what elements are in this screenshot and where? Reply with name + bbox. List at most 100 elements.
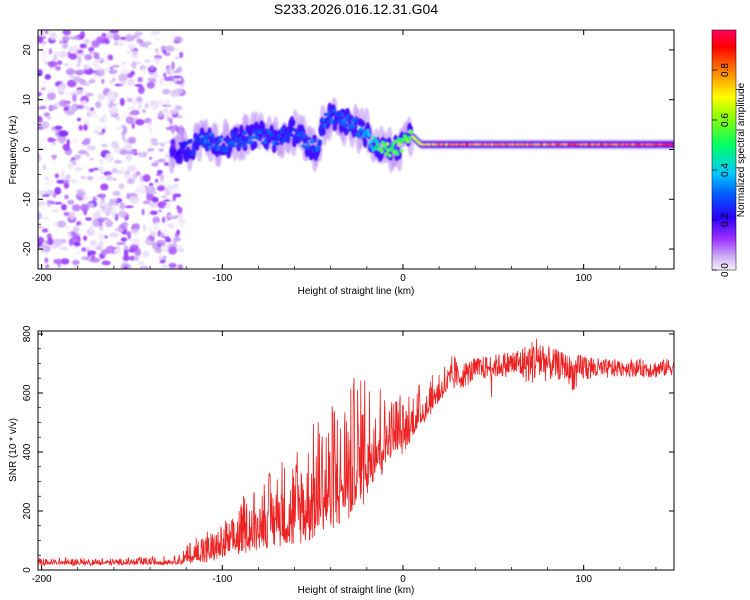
- noise-blob: [175, 245, 184, 253]
- noise-blob: [91, 39, 101, 48]
- ridge-band: [199, 127, 205, 136]
- ridge-core: [206, 140, 211, 145]
- noise-blob: [71, 103, 79, 112]
- noise-blob: [38, 37, 44, 44]
- noise-blob: [85, 217, 93, 221]
- y-tick-label: 10: [22, 94, 33, 106]
- noise-blob: [47, 237, 54, 246]
- noise-blob: [51, 209, 61, 213]
- noise-blob: [45, 190, 55, 196]
- ridge-core: [255, 136, 260, 140]
- noise-blob: [162, 216, 166, 224]
- y-tick-label: -10: [22, 192, 33, 207]
- ridge-core: [345, 118, 350, 122]
- noise-blob: [155, 47, 159, 54]
- noise-blob: [52, 221, 58, 227]
- noise-blob: [168, 246, 177, 255]
- noise-blob: [82, 197, 88, 201]
- ridge-core: [278, 137, 282, 142]
- noise-blob: [173, 40, 181, 44]
- ridge-band: [271, 143, 277, 154]
- noise-blob: [78, 149, 88, 155]
- noise-blob: [144, 103, 149, 109]
- noise-blob: [173, 178, 180, 182]
- noise-blob: [123, 266, 129, 269]
- noise-blob: [177, 219, 187, 224]
- noise-blob: [38, 262, 42, 267]
- noise-blob: [88, 225, 94, 234]
- noise-blob: [80, 203, 90, 212]
- ridge-core: [671, 143, 674, 146]
- noise-blob: [49, 105, 58, 111]
- noise-blob: [132, 172, 138, 179]
- noise-blob: [109, 232, 119, 238]
- noise-blob: [157, 255, 165, 261]
- noise-blob: [72, 161, 77, 165]
- noise-blob: [52, 50, 62, 55]
- snr-y-axis: 0 200 400 600 800: [22, 325, 674, 573]
- noise-blob: [56, 60, 63, 66]
- x-tick-label: 100: [575, 273, 592, 284]
- colorbar-tick-label: 0.4: [720, 163, 731, 177]
- noise-blob: [83, 65, 90, 70]
- noise-blob: [38, 143, 42, 146]
- noise-blob: [43, 112, 50, 117]
- noise-blob: [122, 113, 127, 118]
- noise-blob: [137, 151, 142, 158]
- noise-blob: [58, 99, 68, 107]
- noise-blob: [131, 122, 135, 129]
- noise-blob: [99, 158, 103, 165]
- noise-blob: [41, 194, 50, 197]
- noise-blob: [60, 258, 70, 265]
- noise-blob: [151, 230, 157, 237]
- noise-blob: [56, 220, 67, 228]
- noise-blob: [103, 112, 107, 121]
- noise-blob: [87, 202, 95, 208]
- ridge-core: [201, 142, 205, 146]
- noise-blob: [173, 89, 184, 94]
- noise-blob: [156, 173, 161, 177]
- noise-blob: [42, 164, 46, 171]
- colorbar-tick-label: 0.8: [720, 63, 731, 77]
- noise-blob: [99, 175, 106, 180]
- noise-blob: [141, 208, 145, 216]
- noise-blob: [157, 185, 166, 192]
- noise-blob: [108, 69, 118, 75]
- noise-blob: [55, 66, 61, 71]
- noise-blob: [130, 195, 140, 204]
- ridge-core: [381, 140, 385, 145]
- noise-blob: [157, 230, 162, 237]
- snr-x-label: Height of straight line (km): [298, 585, 415, 596]
- ridge-band: [264, 142, 270, 150]
- ridge-core: [243, 131, 248, 135]
- noise-blob: [163, 50, 167, 54]
- noise-blob: [122, 61, 125, 66]
- ridge-core: [344, 124, 349, 128]
- noise-blob: [125, 154, 133, 162]
- colorbar: 0.0 0.2 0.4 0.6 0.8 Normalized spectral ampl…: [711, 29, 747, 277]
- noise-blob: [149, 65, 155, 70]
- noise-blob: [149, 156, 153, 160]
- noise-blob: [130, 62, 137, 69]
- noise-blob: [53, 258, 63, 265]
- noise-blob: [163, 162, 170, 166]
- noise-blob: [111, 262, 118, 269]
- noise-blob: [131, 50, 139, 59]
- noise-blob: [149, 201, 158, 209]
- ridge-core: [326, 112, 330, 117]
- noise-blob: [72, 226, 80, 233]
- noise-blob: [38, 154, 42, 162]
- y-tick-label: 20: [22, 44, 33, 56]
- noise-blob: [88, 168, 94, 173]
- noise-blob: [148, 227, 153, 235]
- noise-blob: [156, 246, 162, 254]
- noise-blob: [127, 43, 136, 50]
- spectrogram-y-axis: -20 -10 0 10 20: [22, 44, 674, 256]
- noise-blob: [89, 157, 94, 161]
- noise-blob: [137, 76, 143, 83]
- ridge-core: [390, 146, 394, 151]
- ridge-core: [310, 138, 315, 143]
- noise-blob: [162, 141, 172, 145]
- noise-blob: [63, 211, 70, 217]
